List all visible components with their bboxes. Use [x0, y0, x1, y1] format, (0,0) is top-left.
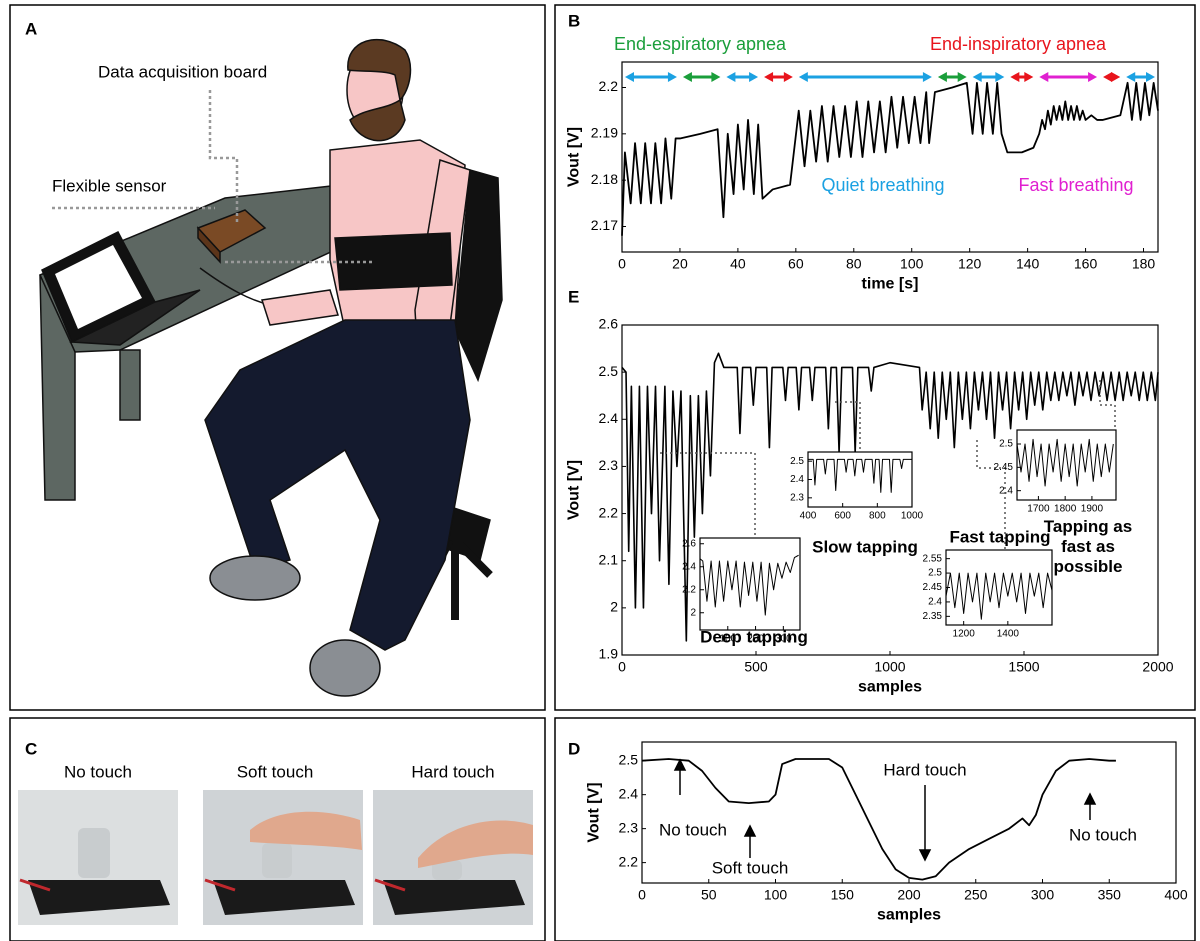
y-tick-label: 2.3 [619, 819, 639, 835]
y-tick-label: 2.5 [619, 751, 639, 767]
photos [18, 790, 533, 925]
x-tick-label: 2000 [1142, 658, 1173, 674]
y-tick-label: 2.4 [928, 597, 942, 608]
x-tick-label: 350 [1098, 886, 1122, 902]
y-tick-label: 2.5 [599, 363, 619, 379]
y-tick-label: 2.4 [619, 785, 639, 801]
y-tick-label: 2.2 [599, 504, 619, 520]
x-tick-label: 0 [638, 886, 646, 902]
y-tick-label: 1.9 [599, 646, 619, 662]
y-tick-label: 2.45 [923, 582, 943, 593]
x-axis-label: time [s] [862, 275, 919, 292]
x-tick-label: 200 [897, 886, 921, 902]
y-tick-label: 2.4 [790, 474, 804, 485]
x-tick-label: 1000 [901, 511, 924, 522]
annotation: Quiet breathing [821, 175, 944, 195]
figure: A Data acquisition board Flexible sensor… [0, 0, 1200, 941]
x-tick-label: 100 [764, 886, 788, 902]
annotation: No touch [1069, 825, 1137, 844]
panel-letter: B [568, 11, 580, 30]
inset-title: Deep tapping [700, 627, 808, 646]
x-tick-label: 80 [846, 255, 862, 271]
inset-title: Tapping as fast as possible [1040, 517, 1136, 577]
x-tick-label: 400 [800, 511, 817, 522]
y-tick-label: 2.5 [928, 568, 942, 579]
y-tick-label: 2.17 [591, 217, 618, 233]
y-tick-label: 2.6 [682, 538, 696, 549]
inset-title: Slow tapping [812, 537, 918, 556]
y-tick-label: 2.4 [682, 561, 696, 572]
x-tick-label: 1900 [1081, 504, 1104, 515]
x-tick-label: 1200 [953, 629, 976, 640]
x-tick-label: 1500 [1008, 658, 1039, 674]
y-axis-label: Vout [V] [586, 782, 603, 842]
panel-letter: A [25, 19, 37, 38]
panel-letter: C [25, 739, 37, 758]
y-tick-label: 2.2 [619, 853, 639, 869]
y-tick-label: 2.6 [599, 316, 619, 332]
x-tick-label: 1000 [874, 658, 905, 674]
x-tick-label: 100 [900, 255, 924, 271]
illustration [40, 40, 502, 696]
x-tick-label: 50 [701, 886, 717, 902]
y-tick-label: 2.1 [599, 551, 619, 567]
photo-label: Soft touch [237, 762, 314, 781]
panel-letter: E [568, 287, 579, 306]
annotation: Data acquisition board [98, 62, 267, 81]
x-tick-label: 160 [1074, 255, 1098, 271]
x-tick-label: 1400 [997, 629, 1020, 640]
x-tick-label: 150 [831, 886, 855, 902]
y-tick-label: 2.35 [923, 611, 943, 622]
annotation: Soft touch [712, 858, 789, 877]
x-tick-label: 0 [618, 255, 626, 271]
plot-frame [622, 62, 1158, 252]
x-axis-label: samples [858, 678, 922, 695]
x-tick-label: 20 [672, 255, 688, 271]
y-tick-label: 2.18 [591, 171, 618, 187]
y-tick-label: 2.3 [599, 457, 619, 473]
y-tick-label: 2.4 [999, 485, 1013, 496]
y-tick-label: 2.5 [999, 439, 1013, 450]
x-tick-label: 800 [869, 511, 886, 522]
x-tick-label: 1800 [1054, 504, 1077, 515]
y-tick-label: 2 [690, 607, 696, 618]
photo-label: No touch [64, 762, 132, 781]
x-tick-label: 140 [1016, 255, 1040, 271]
x-tick-label: 60 [788, 255, 804, 271]
x-tick-label: 120 [958, 255, 982, 271]
inset-title: Fast tapping [949, 527, 1050, 546]
plot-frame [1017, 430, 1116, 500]
y-tick-label: 2.2 [599, 78, 619, 94]
x-tick-label: 400 [1164, 886, 1188, 902]
annotation: No touch [659, 820, 727, 839]
y-tick-label: 2.45 [994, 462, 1014, 473]
x-tick-label: 1700 [1027, 504, 1050, 515]
y-tick-label: 2.55 [923, 553, 943, 564]
y-tick-label: 2.5 [790, 456, 804, 467]
x-tick-label: 600 [834, 511, 851, 522]
annotation: Hard touch [883, 760, 966, 779]
annotation: Fast breathing [1018, 175, 1133, 195]
x-tick-label: 500 [744, 658, 768, 674]
x-tick-label: 40 [730, 255, 746, 271]
x-tick-label: 0 [618, 658, 626, 674]
photo-label: Hard touch [411, 762, 494, 781]
panel-letter: D [568, 739, 580, 758]
annotation: End-espiratory apnea [614, 34, 787, 54]
y-tick-label: 2.3 [790, 492, 804, 503]
y-tick-label: 2.2 [682, 584, 696, 595]
x-tick-label: 180 [1132, 255, 1156, 271]
page: A Data acquisition board Flexible sensor… [0, 0, 1200, 941]
y-tick-label: 2.19 [591, 125, 618, 141]
x-tick-label: 250 [964, 886, 988, 902]
annotation: End-inspiratory apnea [930, 34, 1107, 54]
y-axis-label: Vout [V] [566, 460, 583, 520]
y-axis-label: Vout [V] [566, 127, 583, 187]
annotation: Flexible sensor [52, 176, 167, 195]
x-axis-label: samples [877, 906, 941, 923]
y-tick-label: 2 [610, 599, 618, 615]
x-tick-label: 300 [1031, 886, 1055, 902]
y-tick-label: 2.4 [599, 410, 619, 426]
